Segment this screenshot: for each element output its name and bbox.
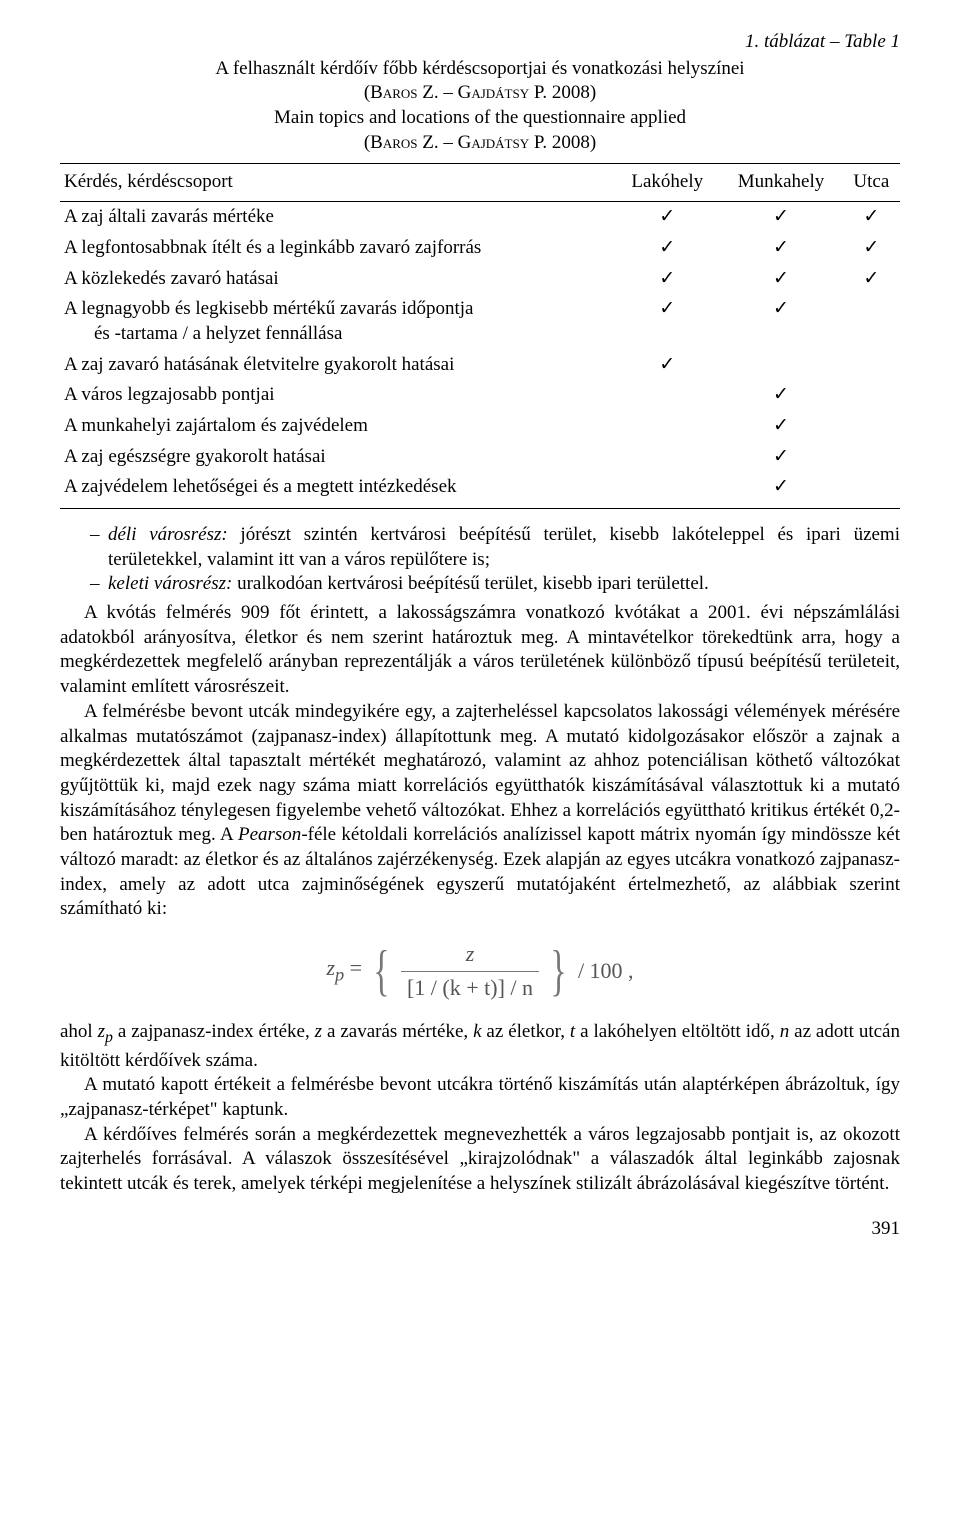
questionnaire-table: Kérdés, kérdéscsoport Lakóhely Munkahely… <box>60 163 900 509</box>
list-item-rest: jórészt szintén kertvárosi beépítésű ter… <box>108 524 900 570</box>
para3-n: n <box>780 1021 790 1042</box>
question-cell-line2: és -tartama / a helyzet fennállása <box>64 322 611 347</box>
table-row: A legnagyobb és legkisebb mértékű zavará… <box>60 294 900 349</box>
caption-attribution-2: (Baros Z. – Gajdátsy P. 2008) <box>60 131 900 156</box>
list-item-rest: uralkodóan kertvárosi beépítésű terület,… <box>232 573 708 594</box>
table-row: A munkahelyi zajártalom és zajvédelem ✓ <box>60 411 900 442</box>
check-cell <box>719 350 842 381</box>
question-cell: A közlekedés zavaró hatásai <box>60 264 615 295</box>
para3-e: a lakóhelyen eltöltött idő, <box>575 1021 780 1042</box>
caption-attribution-1: (Baros Z. – Gajdátsy P. 2008) <box>60 81 900 106</box>
brace-left-icon: { <box>373 949 389 994</box>
check-cell <box>843 411 900 442</box>
header-workplace: Munkahely <box>719 164 842 202</box>
question-cell: A város legzajosabb pontjai <box>60 380 615 411</box>
question-cell: A zajvédelem lehetőségei és a megtett in… <box>60 472 615 508</box>
para3-b: a zajpanasz-index értéke, <box>113 1021 315 1042</box>
para3-c: a zavarás mértéke, <box>322 1021 473 1042</box>
check-cell: ✓ <box>719 472 842 508</box>
check-cell <box>843 472 900 508</box>
para3-a: ahol <box>60 1021 98 1042</box>
check-cell: ✓ <box>615 264 719 295</box>
list-item-lead: déli városrész: <box>108 524 228 545</box>
paragraph-3: ahol zp a zajpanasz-index értéke, z a za… <box>60 1020 900 1073</box>
header-residence: Lakóhely <box>615 164 719 202</box>
formula-fraction: z [1 / (k + t)] / n <box>401 940 539 1002</box>
check-cell <box>843 442 900 473</box>
check-cell: ✓ <box>843 233 900 264</box>
para3-k: k <box>473 1021 481 1042</box>
formula-tail: / 100 , <box>578 957 634 986</box>
table-row: A legfontosabbnak ítélt és a leginkább z… <box>60 233 900 264</box>
question-cell: A munkahelyi zajártalom és zajvédelem <box>60 411 615 442</box>
question-cell: A zaj egészségre gyakorolt hatásai <box>60 442 615 473</box>
check-cell: ✓ <box>615 202 719 233</box>
check-cell: ✓ <box>615 294 719 349</box>
formula-zp: z <box>326 955 335 980</box>
list-item: keleti városrész: uralkodóan kertvárosi … <box>90 572 900 597</box>
table-row: A közlekedés zavaró hatásai✓✓✓ <box>60 264 900 295</box>
table-row: A zaj általi zavarás mértéke✓✓✓ <box>60 202 900 233</box>
check-cell: ✓ <box>719 294 842 349</box>
check-cell: ✓ <box>843 202 900 233</box>
check-cell <box>843 350 900 381</box>
caption-hungarian: A felhasznált kérdőív főbb kérdéscsoport… <box>60 57 900 82</box>
question-cell: A legfontosabbnak ítélt és a leginkább z… <box>60 233 615 264</box>
question-cell: A zaj zavaró hatásának életvitelre gyako… <box>60 350 615 381</box>
header-street: Utca <box>843 164 900 202</box>
question-cell: A zaj általi zavarás mértéke <box>60 202 615 233</box>
check-cell: ✓ <box>843 264 900 295</box>
para3-zp: z <box>98 1021 105 1042</box>
check-cell: ✓ <box>719 411 842 442</box>
check-cell: ✓ <box>719 264 842 295</box>
check-cell: ✓ <box>719 442 842 473</box>
table-row: A város legzajosabb pontjai ✓ <box>60 380 900 411</box>
formula-zp-sub: p <box>335 965 344 985</box>
check-cell: ✓ <box>615 350 719 381</box>
para3-zp-sub: p <box>105 1029 113 1046</box>
question-cell: A legnagyobb és legkisebb mértékű zavará… <box>60 294 615 349</box>
check-cell: ✓ <box>719 202 842 233</box>
list-item-lead: keleti városrész: <box>108 573 232 594</box>
check-cell <box>615 442 719 473</box>
bullet-list: déli városrész: jórészt szintén kertváro… <box>60 523 900 597</box>
paragraph-1: A kvótás felmérés 909 főt érintett, a la… <box>60 601 900 700</box>
table-row: A zaj egészségre gyakorolt hatásai ✓ <box>60 442 900 473</box>
formula-eq: = <box>350 955 362 980</box>
para3-z: z <box>315 1021 322 1042</box>
list-item: déli városrész: jórészt szintén kertváro… <box>90 523 900 572</box>
page-number: 391 <box>60 1217 900 1242</box>
check-cell: ✓ <box>615 233 719 264</box>
check-cell <box>843 380 900 411</box>
para3-d: az életkor, <box>482 1021 570 1042</box>
formula: zp = { z [1 / (k + t)] / n } / 100 , <box>60 940 900 1002</box>
check-cell <box>615 472 719 508</box>
paragraph-4: A mutató kapott értékeit a felmérésbe be… <box>60 1073 900 1122</box>
paragraph-5: A kérdőíves felmérés során a megkérdezet… <box>60 1123 900 1197</box>
check-cell: ✓ <box>719 233 842 264</box>
caption-english: Main topics and locations of the questio… <box>60 106 900 131</box>
check-cell <box>843 294 900 349</box>
para2-italic-pearson: Pearson <box>238 824 301 845</box>
formula-denominator: [1 / (k + t)] / n <box>401 971 539 1003</box>
check-cell <box>615 411 719 442</box>
table-label: 1. táblázat – Table 1 <box>60 30 900 55</box>
paragraph-2: A felmérésbe bevont utcák mindegyikére e… <box>60 700 900 922</box>
header-question: Kérdés, kérdéscsoport <box>60 164 615 202</box>
formula-numerator: z <box>460 940 481 971</box>
table-row: A zaj zavaró hatásának életvitelre gyako… <box>60 350 900 381</box>
check-cell: ✓ <box>719 380 842 411</box>
check-cell <box>615 380 719 411</box>
brace-right-icon: } <box>550 949 566 994</box>
table-caption: A felhasznált kérdőív főbb kérdéscsoport… <box>60 57 900 156</box>
table-row: A zajvédelem lehetőségei és a megtett in… <box>60 472 900 508</box>
